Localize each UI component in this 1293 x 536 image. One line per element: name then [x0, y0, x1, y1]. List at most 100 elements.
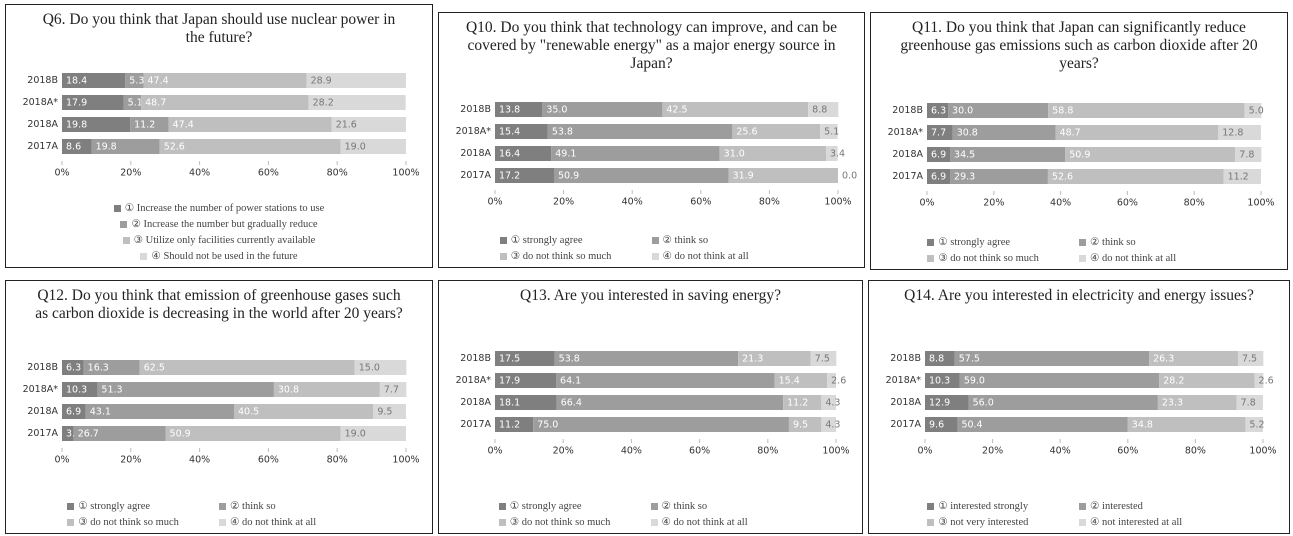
legend-item: ② think so: [1079, 236, 1231, 248]
x-tick-label: 40%: [622, 196, 643, 207]
bar-segment: [952, 124, 1056, 140]
value-label: 6.9: [931, 149, 946, 160]
bar-segment: [62, 403, 86, 419]
bar-segment: [1223, 168, 1261, 184]
x-tick-label: 60%: [689, 445, 710, 456]
legend-swatch: [498, 502, 506, 510]
legend-label: ① strongly agree: [938, 237, 1011, 248]
legend-label: ② think so: [662, 235, 709, 246]
value-label: 6.3: [66, 362, 81, 373]
x-tick-label: 20%: [120, 167, 141, 178]
legend-item: ③ do not think so much: [499, 250, 652, 262]
legend-item: ① Increase the number of power stations …: [113, 202, 324, 214]
bar-segment: [62, 425, 74, 441]
value-label: 21.6: [336, 119, 357, 130]
legend-swatch: [650, 502, 658, 510]
x-tick-label: 60%: [690, 196, 711, 207]
y-tick-label: 2017A: [460, 170, 491, 181]
value-label: 10.3: [66, 384, 87, 395]
plot: 2018B 18.4 5.3 47.4 28.9 2018A* 17.9 5.1 48.7 28.…: [23, 72, 420, 178]
bar-segment: [950, 146, 1066, 162]
legend: ① strongly agree ② think so ③ do not think…: [914, 236, 1244, 264]
bar-segment: [159, 138, 341, 154]
plot: 2018B 13.8 35.0 42.5 8.8 2018A* 15.4 53.8 25.6 5.…: [456, 101, 857, 207]
chart-title: Q13. Are you interested in saving energy…: [520, 287, 781, 304]
value-label: 5.3: [129, 75, 144, 86]
bar-segment: [373, 403, 406, 419]
value-label: 6.9: [66, 406, 81, 417]
legend-item: ① strongly agree: [499, 234, 652, 246]
legend-item: ③ do not think so much: [498, 516, 651, 528]
bar-segment: [1065, 146, 1236, 162]
value-label: 9.6: [929, 419, 944, 430]
bar-segment: [62, 72, 126, 88]
x-tick-label: 0%: [919, 197, 934, 208]
bar-segment: [728, 167, 838, 183]
legend-item: ③ do not think so much: [67, 516, 219, 528]
bar-segment: [927, 146, 951, 162]
bar-segment: [827, 372, 836, 388]
bar-segment: [732, 123, 821, 139]
value-label: 48.7: [1060, 127, 1081, 138]
y-tick-label: 2017A: [27, 141, 58, 152]
legend-item: ④ do not think at all: [651, 250, 804, 262]
legend: ① Increase the number of power stations …: [54, 202, 384, 262]
y-tick-label: 2018A*: [888, 127, 924, 138]
value-label: 42.5: [666, 104, 687, 115]
plot: 2018B 17.5 53.8 21.3 7.5 2018A* 17.9 64.1 15.4 2.…: [456, 350, 850, 456]
value-label: 17.2: [499, 170, 520, 181]
bar-segment: [788, 416, 822, 432]
x-tick-label: 80%: [1184, 197, 1205, 208]
bar-segment: [379, 381, 407, 397]
y-tick-label: 2017A: [460, 419, 491, 430]
value-label: 7.5: [815, 353, 830, 364]
value-label: 64.1: [560, 375, 581, 386]
bar-segment: [1235, 146, 1262, 162]
bar-segment: [306, 72, 406, 88]
y-tick-label: 2018B: [27, 362, 58, 373]
value-label: 62.5: [144, 362, 165, 373]
value-label: 52.6: [164, 141, 185, 152]
value-label: 19.8: [66, 119, 87, 130]
legend-item: ④ do not think at all: [650, 516, 803, 528]
value-label: 7.7: [384, 384, 399, 395]
value-label: 17.9: [66, 97, 87, 108]
value-label: 58.8: [1052, 105, 1073, 116]
legend-label: ① strongly agree: [509, 501, 582, 512]
legend-label: ② think so: [1090, 237, 1136, 248]
legend-label: ④ do not think at all: [662, 251, 749, 262]
legend-item: ② interested: [1079, 500, 1231, 512]
legend-item: ① strongly agree: [498, 500, 651, 512]
legend-item: ④ not interested at all: [1079, 516, 1231, 528]
legend-item: ③ Utilize only facilities currently avai…: [122, 234, 315, 246]
bar-segment: [354, 359, 407, 375]
value-label: 21.3: [742, 353, 763, 364]
value-label: 11.2: [1228, 171, 1249, 182]
bar-segment: [957, 416, 1128, 432]
value-label: 30.8: [278, 384, 299, 395]
value-label: 30.8: [957, 127, 978, 138]
legend-item: ③ do not think so much: [927, 252, 1079, 264]
x-tick-label: 20%: [553, 445, 574, 456]
bar-segment: [959, 372, 1160, 388]
legend-label: ① strongly agree: [510, 235, 583, 246]
value-label: 16.4: [499, 148, 520, 159]
legend-swatch: [651, 236, 659, 244]
bar-segment: [825, 145, 838, 161]
y-tick-label: 2018B: [27, 75, 58, 86]
value-label: 34.8: [1132, 419, 1153, 430]
bar-segment: [547, 123, 733, 139]
legend-swatch: [498, 518, 506, 526]
value-label: 23.3: [1162, 397, 1183, 408]
bar-segment: [340, 138, 406, 154]
legend-label: ② think so: [230, 501, 276, 512]
value-label: 26.3: [1153, 353, 1174, 364]
value-label: 19.0: [345, 141, 366, 152]
y-tick-label: 2018B: [890, 353, 921, 364]
value-label: 15.4: [779, 375, 800, 386]
y-tick-label: 2018A: [460, 148, 491, 159]
legend-label: ④ do not think at all: [1090, 253, 1177, 264]
value-label: 7.5: [1242, 353, 1257, 364]
chart-panel: Q6. Do you think that Japan should use n…: [5, 4, 433, 268]
